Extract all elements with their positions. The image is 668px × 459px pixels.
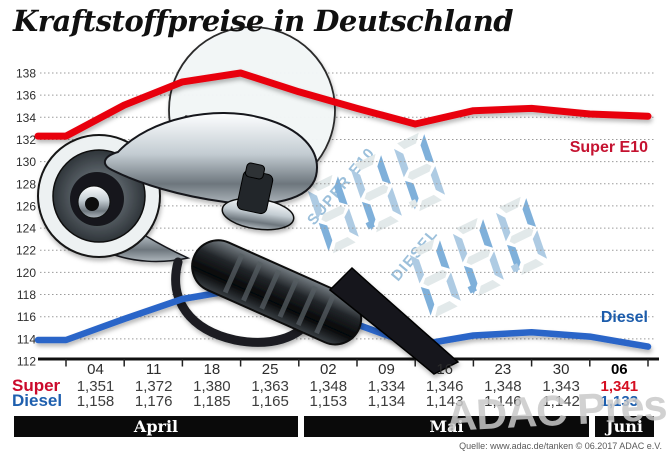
value-cell: 1,334 [367, 378, 406, 395]
value-cell: 1,346 [425, 378, 464, 395]
date-cell: 11 [145, 361, 162, 378]
value-cell: 1,176 [134, 393, 173, 410]
gridlines-and-axes: 112 114 116 118 120 122 124 126 128 130 132 134 136 1… [16, 67, 659, 369]
date-cell: 23 [494, 361, 512, 378]
value-cell: 1,133 [600, 393, 639, 410]
super-line-layer [34, 69, 652, 140]
value-cell: 1,143 [425, 393, 464, 410]
super-e10-line-label: Super E10 [570, 139, 648, 156]
date-cell: 25 [261, 361, 279, 378]
date-cell: 04 [87, 361, 104, 378]
value-cell: 1,372 [134, 378, 173, 395]
y-axis-label: 138 [16, 67, 36, 81]
value-cell: 1,351 [76, 378, 115, 395]
diesel-values-row: 1,158 1,176 1,185 1,165 1,153 1,134 1,143 1,146… [0, 394, 668, 409]
y-axis-label: 128 [16, 177, 36, 191]
value-cell: 1,363 [251, 378, 289, 395]
y-axis-label: 118 [17, 288, 36, 302]
y-axis-label: 130 [16, 155, 36, 169]
y-axis-label: 114 [17, 332, 36, 346]
value-cell: 1,341 [600, 378, 639, 395]
value-cell: 1,185 [193, 393, 231, 410]
super-row-label: Super [12, 376, 61, 395]
value-cell: 1,348 [309, 378, 348, 395]
valve-tip [244, 162, 266, 180]
hose [328, 266, 460, 375]
grip-ribs [222, 253, 336, 335]
y-axis-label: 116 [17, 310, 36, 324]
diesel-row-label: Diesel [12, 391, 63, 410]
y-axis-label: 112 [17, 355, 36, 369]
value-cell: 1,153 [309, 393, 348, 410]
date-cell: 02 [319, 361, 337, 378]
value-cell: 1,134 [367, 393, 406, 410]
value-cell: 1,146 [484, 393, 522, 410]
super-values-row: 1,351 1,372 1,380 1,363 1,348 1,334 1,346 1,348… [0, 379, 668, 394]
month-bar-juni: Juni [595, 416, 654, 437]
trigger-guard [171, 257, 315, 347]
y-axis-label: 120 [16, 266, 36, 280]
value-cell: 1,158 [76, 393, 115, 410]
series-line-super-e10 [34, 69, 652, 140]
source-credit: Quelle: www.adac.de/tanken © 06.2017 ADA… [459, 441, 662, 451]
date-cell: 09 [378, 361, 395, 378]
fuel-nozzle-illustration [37, 26, 336, 347]
value-cell: 1,343 [542, 378, 580, 395]
month-bar-mai: Mai [304, 416, 589, 437]
y-axis-label: 124 [16, 222, 36, 236]
y-axis-label: 126 [16, 199, 36, 213]
value-cell: 1,348 [484, 378, 522, 395]
nozzle-grip-and-hose [191, 239, 460, 375]
y-axis-label: 122 [16, 244, 36, 258]
value-cell: 1,165 [251, 393, 289, 410]
date-cell: 18 [203, 361, 221, 378]
y-axis-label: 136 [16, 89, 36, 103]
month-bar-april: April [14, 416, 298, 437]
y-axis-label: 134 [16, 111, 36, 125]
date-cell: 06 [610, 361, 628, 378]
page-title: Kraftstoffpreise in Deutschland [13, 4, 514, 38]
date-header-row: 04 11 18 25 02 09 16 23 30 06 [0, 362, 668, 378]
value-cell: 1,380 [193, 378, 231, 395]
spout-hole [85, 197, 99, 211]
diesel-line-label: Diesel [601, 309, 648, 326]
date-cell: 16 [436, 361, 454, 378]
value-cell: 1,142 [542, 393, 580, 410]
y-axis-label: 132 [16, 133, 36, 147]
date-cell: 30 [552, 361, 570, 378]
price-display-diesel: DIESEL [388, 194, 557, 319]
